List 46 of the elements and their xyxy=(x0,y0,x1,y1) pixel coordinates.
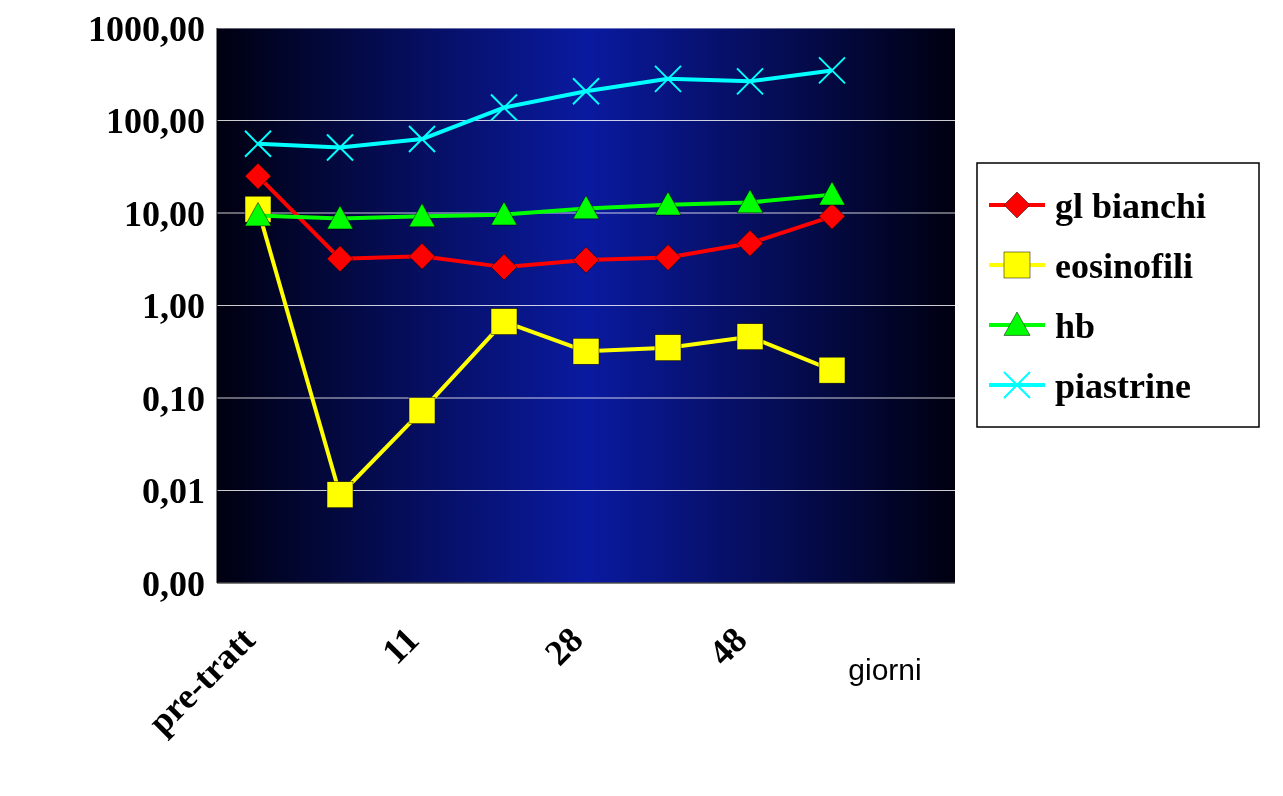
point xyxy=(244,202,272,227)
y-tick-label: 100,00 xyxy=(106,101,205,142)
legend-label: gl bianchi xyxy=(1055,185,1207,226)
point xyxy=(572,195,600,220)
y-tick-label: 0,10 xyxy=(142,378,205,419)
x-axis-title: giorni xyxy=(848,653,922,686)
point xyxy=(490,308,518,335)
point xyxy=(408,125,436,154)
point xyxy=(408,203,436,227)
point xyxy=(736,67,764,96)
point xyxy=(654,64,682,93)
point xyxy=(654,244,682,271)
y-tick-label: 0,01 xyxy=(142,471,205,512)
point xyxy=(408,397,436,424)
point xyxy=(572,246,600,274)
point xyxy=(572,77,600,106)
point xyxy=(818,56,846,85)
legend-label: eosinofili xyxy=(1055,245,1194,286)
point xyxy=(818,203,846,230)
point xyxy=(736,230,764,257)
legend-label: hb xyxy=(1055,305,1096,346)
x-tick-label: 11 xyxy=(374,619,427,672)
point xyxy=(572,338,600,365)
legend-label: piastrine xyxy=(1055,365,1192,406)
point xyxy=(244,129,272,158)
point xyxy=(490,93,518,122)
point xyxy=(736,323,764,350)
x-tick-label: 48 xyxy=(700,619,755,674)
point xyxy=(326,133,354,162)
point xyxy=(244,162,272,190)
point xyxy=(736,189,764,214)
point xyxy=(408,243,436,270)
point xyxy=(326,481,354,508)
point xyxy=(818,181,846,206)
point xyxy=(326,205,354,230)
point xyxy=(490,201,518,226)
y-tick-label: 0,00 xyxy=(142,563,205,604)
y-tick-label: 10,00 xyxy=(124,193,205,234)
x-tick-label: 28 xyxy=(536,619,591,674)
point xyxy=(326,245,354,273)
point xyxy=(818,356,846,384)
y-tick-label: 1,00 xyxy=(142,286,205,327)
point xyxy=(490,253,518,281)
point xyxy=(654,334,682,361)
y-tick-label: 1000,00 xyxy=(88,8,205,49)
point xyxy=(654,191,682,216)
